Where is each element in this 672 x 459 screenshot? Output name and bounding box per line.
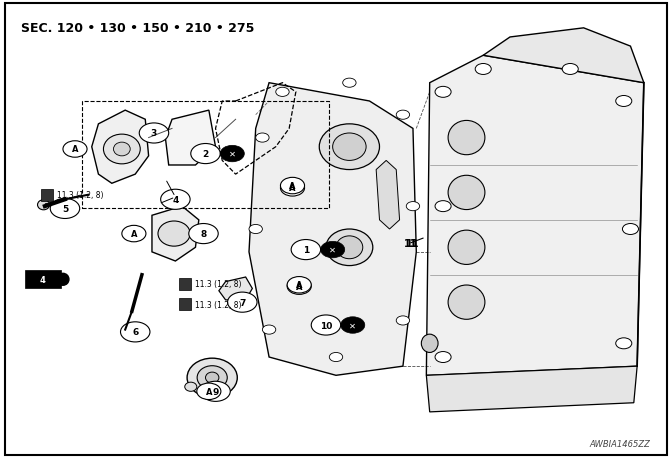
Text: ✕: ✕ <box>228 150 236 159</box>
Ellipse shape <box>206 372 219 383</box>
Circle shape <box>120 322 150 342</box>
Circle shape <box>287 278 311 295</box>
Ellipse shape <box>158 222 190 246</box>
Circle shape <box>280 178 304 194</box>
Circle shape <box>616 338 632 349</box>
Circle shape <box>291 240 321 260</box>
Text: 10: 10 <box>320 321 332 330</box>
Text: A: A <box>206 387 212 396</box>
Ellipse shape <box>187 358 237 397</box>
Ellipse shape <box>185 382 197 392</box>
Circle shape <box>191 144 220 164</box>
Circle shape <box>189 224 218 244</box>
Text: ✕: ✕ <box>329 246 336 255</box>
Text: 1: 1 <box>303 246 309 255</box>
Polygon shape <box>376 161 400 230</box>
Text: 8: 8 <box>200 230 206 239</box>
Circle shape <box>562 64 579 75</box>
Text: 2: 2 <box>202 150 208 159</box>
Text: A: A <box>289 182 296 190</box>
Ellipse shape <box>321 317 335 329</box>
Ellipse shape <box>114 143 130 157</box>
Ellipse shape <box>448 285 485 319</box>
Circle shape <box>396 111 410 120</box>
Circle shape <box>50 199 80 219</box>
Polygon shape <box>92 111 149 184</box>
Circle shape <box>407 202 419 211</box>
Ellipse shape <box>319 124 380 170</box>
Polygon shape <box>426 56 644 375</box>
Polygon shape <box>249 84 417 375</box>
Text: SEC. 120 • 130 • 150 • 210 • 275: SEC. 120 • 130 • 150 • 210 • 275 <box>22 22 255 35</box>
Text: 11.3 (1.2, 8): 11.3 (1.2, 8) <box>196 280 242 289</box>
Text: A: A <box>72 145 78 154</box>
Polygon shape <box>152 207 199 262</box>
Text: 4: 4 <box>172 196 179 204</box>
Text: ✕: ✕ <box>59 274 67 285</box>
Circle shape <box>228 292 257 313</box>
Text: 9: 9 <box>212 387 218 396</box>
Text: 6: 6 <box>132 328 138 336</box>
Circle shape <box>622 224 638 235</box>
FancyBboxPatch shape <box>179 299 192 311</box>
Text: A: A <box>296 282 302 291</box>
Ellipse shape <box>103 135 140 164</box>
Circle shape <box>249 225 262 234</box>
Circle shape <box>321 242 345 258</box>
Circle shape <box>262 325 276 335</box>
Ellipse shape <box>448 176 485 210</box>
Circle shape <box>341 317 365 334</box>
Ellipse shape <box>197 366 227 390</box>
Polygon shape <box>219 277 253 300</box>
Circle shape <box>161 190 190 210</box>
Text: 11: 11 <box>406 238 420 248</box>
Ellipse shape <box>448 230 485 265</box>
FancyBboxPatch shape <box>25 270 61 289</box>
Text: 11.3 (1.2, 8): 11.3 (1.2, 8) <box>196 300 242 309</box>
Ellipse shape <box>421 335 438 353</box>
Polygon shape <box>165 111 216 166</box>
Circle shape <box>435 201 451 212</box>
Circle shape <box>220 146 245 162</box>
Circle shape <box>435 352 451 363</box>
FancyBboxPatch shape <box>41 190 53 201</box>
Circle shape <box>280 180 304 196</box>
Text: 11.3 (1.2, 8): 11.3 (1.2, 8) <box>57 191 103 200</box>
Circle shape <box>616 96 632 107</box>
Ellipse shape <box>326 230 373 266</box>
Ellipse shape <box>333 134 366 161</box>
Text: 7: 7 <box>239 298 245 307</box>
Text: 5: 5 <box>62 204 68 213</box>
Ellipse shape <box>336 236 363 259</box>
Ellipse shape <box>448 121 485 155</box>
Circle shape <box>122 226 146 242</box>
Text: ✕: ✕ <box>349 321 356 330</box>
Polygon shape <box>426 366 637 412</box>
Circle shape <box>197 383 221 400</box>
Text: A: A <box>130 230 137 239</box>
Text: 11: 11 <box>404 238 418 248</box>
Text: AWBIA1465ZZ: AWBIA1465ZZ <box>589 440 650 448</box>
Polygon shape <box>483 29 644 84</box>
Text: 3: 3 <box>151 129 157 138</box>
Text: 4: 4 <box>40 275 46 284</box>
Circle shape <box>329 353 343 362</box>
Circle shape <box>63 141 87 158</box>
FancyBboxPatch shape <box>179 278 192 290</box>
Circle shape <box>311 315 341 336</box>
Circle shape <box>396 316 410 325</box>
Ellipse shape <box>38 200 50 210</box>
Circle shape <box>343 79 356 88</box>
Circle shape <box>435 87 451 98</box>
Text: A: A <box>296 280 302 290</box>
Text: A: A <box>289 184 296 193</box>
Circle shape <box>255 134 269 143</box>
Circle shape <box>201 381 230 402</box>
Circle shape <box>475 64 491 75</box>
Circle shape <box>276 88 289 97</box>
Circle shape <box>287 277 311 293</box>
Circle shape <box>139 123 169 144</box>
